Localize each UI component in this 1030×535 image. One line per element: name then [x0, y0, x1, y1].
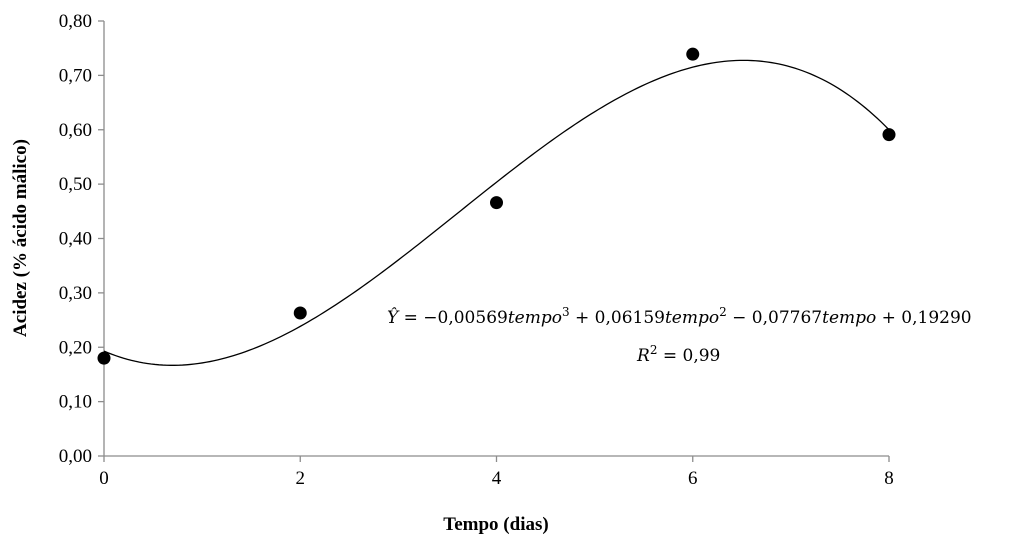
y-tick-label: 0,80	[59, 11, 92, 32]
data-point	[490, 196, 503, 210]
x-tick-label: 4	[492, 468, 502, 489]
data-points	[97, 47, 896, 365]
y-tick-label: 0,40	[59, 229, 92, 250]
x-axis-title: Tempo (dias)	[443, 514, 548, 535]
x-tick-label: 6	[688, 468, 698, 489]
y-tick-label: 0,60	[59, 120, 92, 141]
x-tick-label: 2	[296, 468, 306, 489]
x-tick-label: 0	[99, 468, 109, 489]
y-ticks: 0,00 0,10 0,20 0,30 0,40 0,50 0,60 0,70 0,80	[59, 11, 104, 467]
data-point	[882, 128, 896, 142]
y-axis-title: Acidez (% ácido málico)	[10, 139, 31, 337]
x-tick-label: 8	[884, 468, 894, 489]
y-tick-label: 0,50	[59, 174, 92, 195]
x-ticks: 0 2 4 6 8	[99, 456, 894, 489]
data-point	[686, 47, 700, 61]
r-squared: R2 = 0,99	[636, 343, 720, 366]
y-tick-label: 0,30	[59, 283, 92, 304]
trend-equation: Ŷ = −0,00569tempo3 + 0,06159tempo2 − 0,0…	[387, 305, 972, 328]
y-tick-label: 0,00	[59, 446, 92, 467]
trend-curve	[103, 59, 890, 366]
y-tick-label: 0,10	[59, 392, 92, 413]
data-point	[293, 306, 307, 320]
data-point	[97, 351, 111, 365]
y-tick-label: 0,70	[59, 65, 92, 86]
y-tick-label: 0,20	[59, 337, 92, 358]
